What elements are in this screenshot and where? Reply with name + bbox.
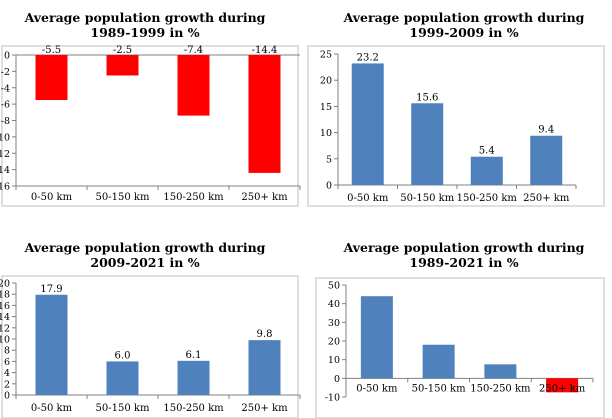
data-label: 15.6 (416, 92, 438, 103)
bar-0-50-km (35, 55, 68, 101)
bar-150-250-km (177, 55, 210, 116)
chart-4: 50 40 30 20 10 0 -10 0-50 km 50-150 km 150-250 km… (315, 277, 605, 418)
data-label: -14.4 (252, 45, 278, 56)
y-tick-label: 0 (4, 51, 10, 62)
chart-title-1989-2021: Average population growth during 1989-20… (318, 240, 610, 270)
chart-2: 0 5 10 15 20 25 23.2 0-50 km 15.6 50-150 km 5.4 150… (307, 45, 605, 207)
category-label: 150-250 km (163, 403, 224, 414)
y-tick-label: 20 (0, 279, 10, 290)
bar-250-km (530, 135, 563, 185)
y-tick-label: 6 (4, 357, 10, 368)
category-label: 50-150 km (400, 193, 454, 204)
chart-title-2009-2021: Average population growth during 2009-20… (0, 240, 290, 270)
data-label: 23.2 (357, 52, 379, 63)
y-tick-label: -16 (0, 182, 10, 193)
y-tick-label: 15 (320, 102, 332, 113)
chart-title-line2: 1989-2021 in % (409, 255, 519, 270)
y-tick-label: -14 (0, 165, 10, 176)
y-tick-label: -6 (1, 100, 10, 111)
chart-title-line2: 1999-2009 in % (409, 25, 519, 40)
data-label: 6.0 (115, 350, 131, 361)
y-tick-label: -10 (0, 132, 10, 143)
bar-150-250-km (177, 360, 210, 395)
category-label: 250+ km (241, 403, 288, 414)
category-label: 150-250 km (457, 193, 518, 204)
category-label: 150-250 km (470, 383, 531, 394)
bar-50-150-km (106, 361, 139, 395)
y-tick-label: 12 (0, 323, 10, 334)
y-tick-label: 18 (0, 290, 10, 301)
data-label: 9.8 (257, 329, 273, 340)
y-tick-label: 0 (326, 181, 332, 192)
y-tick-label: 30 (328, 318, 340, 329)
data-label: 5.4 (479, 146, 495, 157)
y-tick-label: 0 (4, 391, 10, 402)
chart-title-line1: Average population growth during (343, 10, 585, 25)
y-tick-label: 10 (320, 128, 332, 139)
chart-title-line1: Average population growth during (24, 10, 266, 25)
bar-0-50-km (360, 296, 393, 379)
chart-title-line2: 2009-2021 in % (90, 255, 200, 270)
bar-0-50-km (351, 63, 384, 185)
chart-frame (307, 45, 605, 207)
chart-frame (1, 275, 299, 418)
bar-250-km (248, 55, 281, 173)
bar-250-km (248, 340, 281, 395)
category-label: 250+ km (523, 193, 570, 204)
y-tick-label: 40 (328, 299, 340, 310)
bar-50-150-km (411, 103, 444, 185)
bar-150-250-km (470, 156, 503, 185)
chart-frame (1, 45, 299, 207)
bar-0-50-km (35, 294, 68, 395)
y-tick-label: 10 (328, 355, 340, 366)
category-label: 0-50 km (31, 192, 73, 203)
category-label: 50-150 km (96, 403, 150, 414)
category-label: 250+ km (241, 192, 288, 203)
chart-title-1999-2009: Average population growth during 1999-20… (318, 10, 610, 40)
y-tick-label: -4 (1, 83, 10, 94)
y-tick-label: 25 (320, 50, 332, 61)
category-label: 0-50 km (31, 403, 73, 414)
y-tick-label: 4 (4, 368, 10, 379)
chart-title-1989-1999: Average population growth during 1989-19… (0, 10, 290, 40)
y-tick-label: -2 (1, 67, 10, 78)
data-label: -7.4 (184, 45, 203, 56)
category-label: 0-50 km (356, 383, 398, 394)
y-tick-label: 2 (4, 379, 10, 390)
bar-50-150-km (106, 55, 139, 76)
category-label: 150-250 km (163, 192, 224, 203)
bar-250-km (546, 378, 579, 393)
category-label: 250+ km (539, 383, 586, 394)
data-label: 17.9 (40, 284, 62, 295)
chart-1: 0 -2 -4 -6 -8 -10 -12 -14 -16 -5.5 0-50 km -2.5 50-1… (0, 45, 301, 207)
bar-50-150-km (422, 344, 455, 379)
y-tick-label: 14 (0, 312, 10, 323)
y-tick-label: -8 (1, 116, 10, 127)
y-tick-label: 20 (320, 76, 332, 87)
y-tick-label: 50 (328, 281, 340, 292)
chart-frame (315, 277, 605, 418)
chart-title-line1: Average population growth during (343, 240, 585, 255)
y-tick-label: 0 (334, 374, 340, 385)
y-tick-label: 8 (4, 346, 10, 357)
y-tick-label: 10 (0, 335, 10, 346)
category-label: 50-150 km (96, 192, 150, 203)
y-tick-label: 16 (0, 301, 10, 312)
data-label: 9.4 (538, 125, 554, 136)
y-tick-label: 20 (328, 337, 340, 348)
category-label: 50-150 km (412, 383, 466, 394)
y-tick-label: -12 (0, 149, 10, 160)
data-label: -5.5 (42, 45, 61, 56)
y-tick-label: 5 (326, 154, 332, 165)
bar-150-250-km (484, 364, 517, 379)
y-tick-label: -10 (325, 393, 340, 404)
chart-title-line1: Average population growth during (24, 240, 266, 255)
chart-title-line2: 1989-1999 in % (90, 25, 200, 40)
data-label: 6.1 (186, 350, 202, 361)
data-label: -2.5 (113, 45, 132, 56)
category-label: 0-50 km (347, 193, 389, 204)
